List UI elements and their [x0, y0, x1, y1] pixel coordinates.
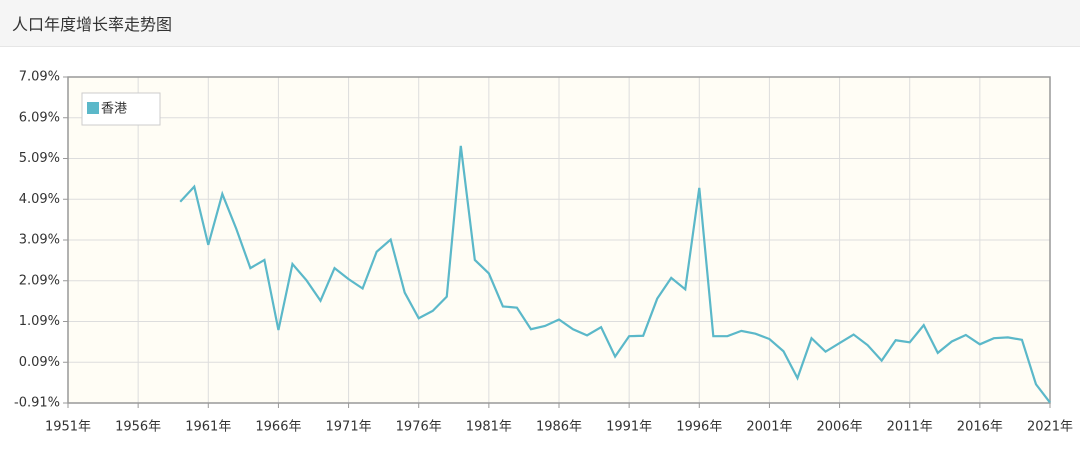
x-tick-label: 2001年 [746, 420, 792, 435]
y-tick-label: 3.09% [19, 233, 60, 248]
y-tick-label: 0.09% [19, 355, 60, 370]
x-tick-label: 1966年 [255, 420, 301, 435]
x-tick-label: 1986年 [536, 420, 582, 435]
y-tick-label: 1.09% [19, 314, 60, 329]
chart: -0.91% 0.09% 1.09% 2.09% 3.09% 4.09% 5.09% 6.09… [14, 70, 1073, 435]
y-tick-label: 4.09% [19, 192, 60, 207]
x-tick-label: 1981年 [466, 420, 512, 435]
x-tick-label: 2011年 [887, 420, 933, 435]
x-tick-label: 1961年 [185, 420, 231, 435]
y-tick-label: 7.09% [19, 70, 60, 85]
x-tick-label: 2016年 [957, 420, 1003, 435]
chart-title: 人口年度增长率走势图 [12, 15, 173, 34]
x-tick-label: 2006年 [817, 420, 863, 435]
header: 人口年度增长率走势图 [0, 0, 1080, 47]
x-tick-label: 1971年 [326, 420, 372, 435]
y-tick-label: 5.09% [19, 151, 60, 166]
line [179, 145, 1051, 404]
y-tick-label: 6.09% [19, 110, 60, 125]
x-tick-label: 1951年 [45, 420, 91, 435]
plot-border [67, 76, 1051, 404]
y-tick-label: -0.91% [14, 396, 60, 411]
x-tick-label: 1991年 [606, 420, 652, 435]
x-tick-label: 1976年 [396, 420, 442, 435]
y-tick-label: 2.09% [19, 273, 60, 288]
legend-label: 香港 [101, 102, 127, 117]
x-tick-label: 1996年 [676, 420, 722, 435]
x-tick-label: 2021年 [1027, 420, 1073, 435]
legend-swatch [87, 102, 99, 114]
x-tick-label: 1956年 [115, 420, 161, 435]
